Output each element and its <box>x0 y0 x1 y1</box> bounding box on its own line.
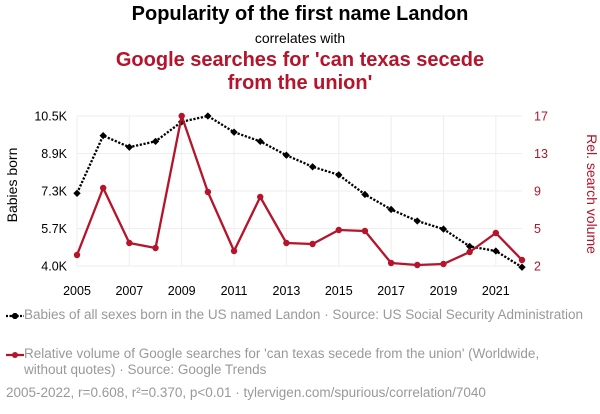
data-point-searches <box>335 226 342 234</box>
chart-title-secondary: Google searches for 'can texas secede fr… <box>115 49 485 94</box>
data-point-searches <box>387 259 395 267</box>
x-tick-label: 2019 <box>430 284 458 298</box>
chart-footer: 2005-2022, r=0.608, r²=0.370, p<0.01 · t… <box>6 385 486 400</box>
y-right-tick-label: 5 <box>534 222 541 236</box>
y-right-tick-label: 13 <box>534 147 548 161</box>
data-point-babies <box>99 131 107 140</box>
x-tick-label: 2013 <box>273 284 301 298</box>
data-point-searches <box>518 256 526 264</box>
data-point-babies <box>125 143 134 151</box>
data-point-searches <box>178 112 185 120</box>
data-point-searches <box>283 239 290 247</box>
x-tick-label: 2011 <box>221 284 248 298</box>
data-point-searches <box>257 193 264 201</box>
data-point-searches <box>492 229 500 237</box>
data-point-searches <box>309 240 316 248</box>
data-point-searches <box>99 184 107 192</box>
data-point-babies <box>204 112 212 120</box>
y-left-tick-label: 5.7K <box>41 222 67 236</box>
x-tick-label: 2021 <box>482 284 510 298</box>
data-point-searches <box>440 260 447 268</box>
data-point-searches <box>204 188 212 196</box>
data-point-searches <box>414 261 421 269</box>
legend-marker-searches <box>6 352 24 358</box>
data-point-searches <box>73 251 81 259</box>
series-line-searches <box>75 114 523 267</box>
data-point-searches <box>361 227 369 235</box>
legend-label-babies: Babies of all sexes born in the US named… <box>24 307 584 322</box>
data-point-babies <box>335 171 343 179</box>
data-point-babies <box>308 163 317 171</box>
x-tick-label: 2009 <box>168 284 196 298</box>
x-tick-label: 2015 <box>325 284 353 298</box>
y-right-tick-label: 2 <box>534 260 541 274</box>
chart-title: Popularity of the first name Landon <box>131 3 469 25</box>
y-right-tick-label: 9 <box>534 185 541 199</box>
y-left-tick-label: 10.5K <box>34 110 67 124</box>
y-left-tick-label: 7.3K <box>41 185 67 199</box>
y-right-tick-label: 17 <box>534 110 548 124</box>
data-point-babies <box>73 189 81 197</box>
data-point-searches <box>230 247 238 255</box>
legend-label-searches: Relative volume of Google searches for '… <box>24 346 540 377</box>
x-tick-label: 2005 <box>63 284 91 298</box>
x-tick-label: 2007 <box>115 284 143 298</box>
chart-subtitle: correlates with <box>254 30 346 46</box>
data-point-searches <box>466 248 473 256</box>
y-right-axis-label: Rel. search volume <box>584 134 600 254</box>
data-point-searches <box>152 244 159 252</box>
y-left-tick-label: 8.9K <box>41 147 67 161</box>
data-point-babies <box>518 263 526 271</box>
y-left-axis-label: Babies born <box>4 148 20 223</box>
data-point-babies <box>413 217 421 225</box>
data-point-searches <box>126 239 133 247</box>
series-line-babies <box>75 114 523 269</box>
legend-marker-babies <box>6 313 24 319</box>
data-point-babies <box>282 151 291 159</box>
y-left-tick-label: 4.0K <box>41 260 67 274</box>
x-tick-label: 2017 <box>377 284 405 298</box>
